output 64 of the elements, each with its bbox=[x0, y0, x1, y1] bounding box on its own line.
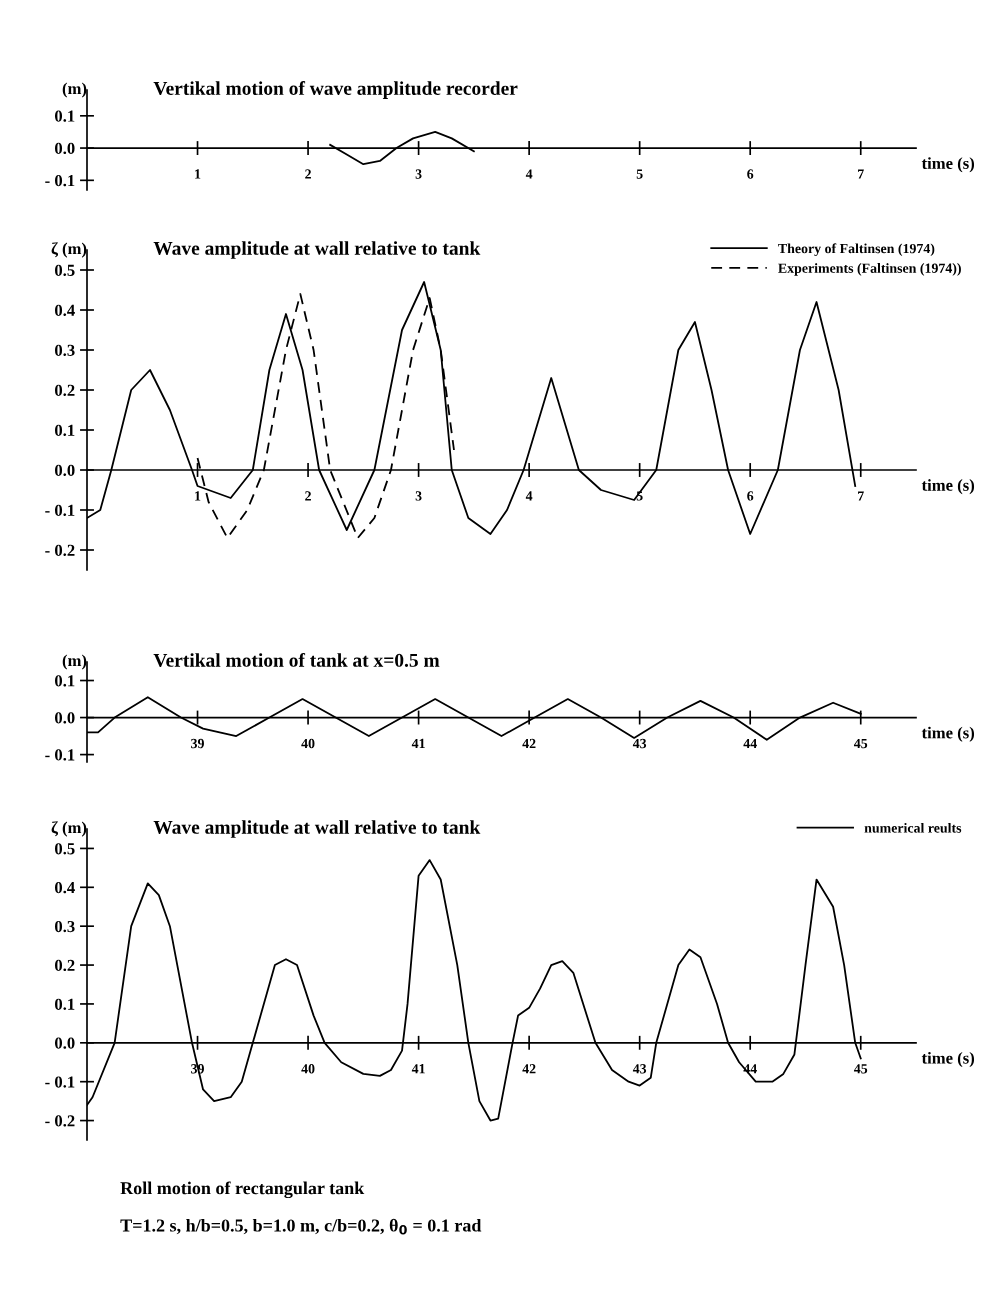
y-tick-label: - 0.1 bbox=[45, 749, 75, 761]
x-axis-title: time (s) bbox=[921, 726, 975, 742]
y-tick-label: 0.0 bbox=[55, 464, 75, 477]
y-tick-label: 0.4 bbox=[55, 304, 75, 317]
x-tick-label: 40 bbox=[301, 738, 315, 749]
x-tick-label: 1 bbox=[195, 169, 201, 179]
x-tick-label: 1 bbox=[195, 491, 201, 501]
y-tick-label: - 0.2 bbox=[45, 544, 75, 557]
x-tick-label: 45 bbox=[853, 738, 868, 749]
y-tick-label: 0.0 bbox=[55, 142, 75, 155]
y-tick-label: 0.0 bbox=[55, 1037, 75, 1049]
x-tick-label: 40 bbox=[301, 1064, 315, 1074]
y-tick-label: - 0.1 bbox=[45, 175, 75, 187]
x-tick-label: 4 bbox=[525, 169, 533, 179]
chart-title: Wave amplitude at wall relative to tank bbox=[153, 241, 481, 259]
x-tick-label: 3 bbox=[415, 169, 422, 179]
legend-label: numerical reults bbox=[864, 822, 962, 833]
y-axis-title: ζ (m) bbox=[51, 821, 87, 837]
y-tick-label: 0.2 bbox=[55, 959, 75, 972]
x-tick-label: 45 bbox=[853, 1064, 868, 1074]
x-axis-title: time (s) bbox=[921, 157, 975, 173]
y-tick-label: - 0.2 bbox=[45, 1115, 75, 1127]
x-tick-label: 2 bbox=[305, 491, 311, 501]
x-tick-label: 7 bbox=[858, 491, 864, 501]
chart-title: Wave amplitude at wall relative to tank bbox=[153, 820, 481, 838]
chart-title: Vertikal motion of wave amplitude recorder bbox=[153, 81, 518, 99]
legend-label: Theory of Faltinsen (1974) bbox=[778, 243, 935, 257]
y-tick-label: 0.0 bbox=[55, 712, 75, 724]
x-tick-label: 41 bbox=[411, 1064, 425, 1074]
text: T=1.2 s, h/b=0.5, b=1.0 m, c/b=0.2, θ$_{0}$ = 0.1 rad bbox=[120, 1218, 482, 1235]
y-axis-title: (m) bbox=[62, 82, 87, 98]
y-axis-title: (m) bbox=[62, 654, 87, 670]
x-tick-label: 42 bbox=[522, 1064, 536, 1074]
x-tick-label: 4 bbox=[525, 491, 533, 501]
text: Roll motion of rectangular tank bbox=[120, 1181, 365, 1199]
legend-label: Experiments (Faltinsen (1974)) bbox=[778, 263, 961, 276]
y-tick-label: - 0.1 bbox=[45, 504, 75, 517]
x-tick-label: 39 bbox=[191, 738, 204, 749]
y-tick-label: 0.1 bbox=[55, 675, 75, 687]
y-tick-label: 0.4 bbox=[55, 882, 75, 894]
y-tick-label: 0.1 bbox=[55, 998, 75, 1010]
y-tick-label: 0.5 bbox=[55, 843, 75, 855]
x-tick-label: 44 bbox=[743, 738, 757, 749]
y-tick-label: - 0.1 bbox=[45, 1076, 75, 1088]
y-tick-label: 0.1 bbox=[55, 424, 75, 437]
x-tick-label: 5 bbox=[636, 169, 643, 179]
y-axis-title: ζ (m) bbox=[51, 242, 87, 258]
x-tick-label: 3 bbox=[415, 491, 422, 501]
x-tick-label: 43 bbox=[632, 738, 647, 749]
x-tick-label: 7 bbox=[858, 169, 864, 179]
x-tick-label: 41 bbox=[411, 738, 425, 749]
x-tick-label: 2 bbox=[305, 169, 311, 179]
x-axis-title: time (s) bbox=[921, 1051, 975, 1068]
x-tick-label: 6 bbox=[747, 491, 754, 501]
x-tick-label: 43 bbox=[632, 1064, 647, 1074]
y-tick-label: 0.3 bbox=[55, 344, 75, 357]
y-tick-label: 0.3 bbox=[55, 920, 75, 933]
y-tick-label: 0.2 bbox=[55, 384, 75, 397]
y-tick-label: 0.5 bbox=[55, 264, 75, 277]
chart-title: Vertikal motion of tank at x=0.5 m bbox=[153, 652, 440, 667]
x-tick-label: 42 bbox=[522, 738, 536, 749]
x-tick-label: 6 bbox=[747, 169, 754, 179]
x-axis-title: time (s) bbox=[921, 479, 975, 495]
y-tick-label: 0.1 bbox=[55, 110, 75, 122]
